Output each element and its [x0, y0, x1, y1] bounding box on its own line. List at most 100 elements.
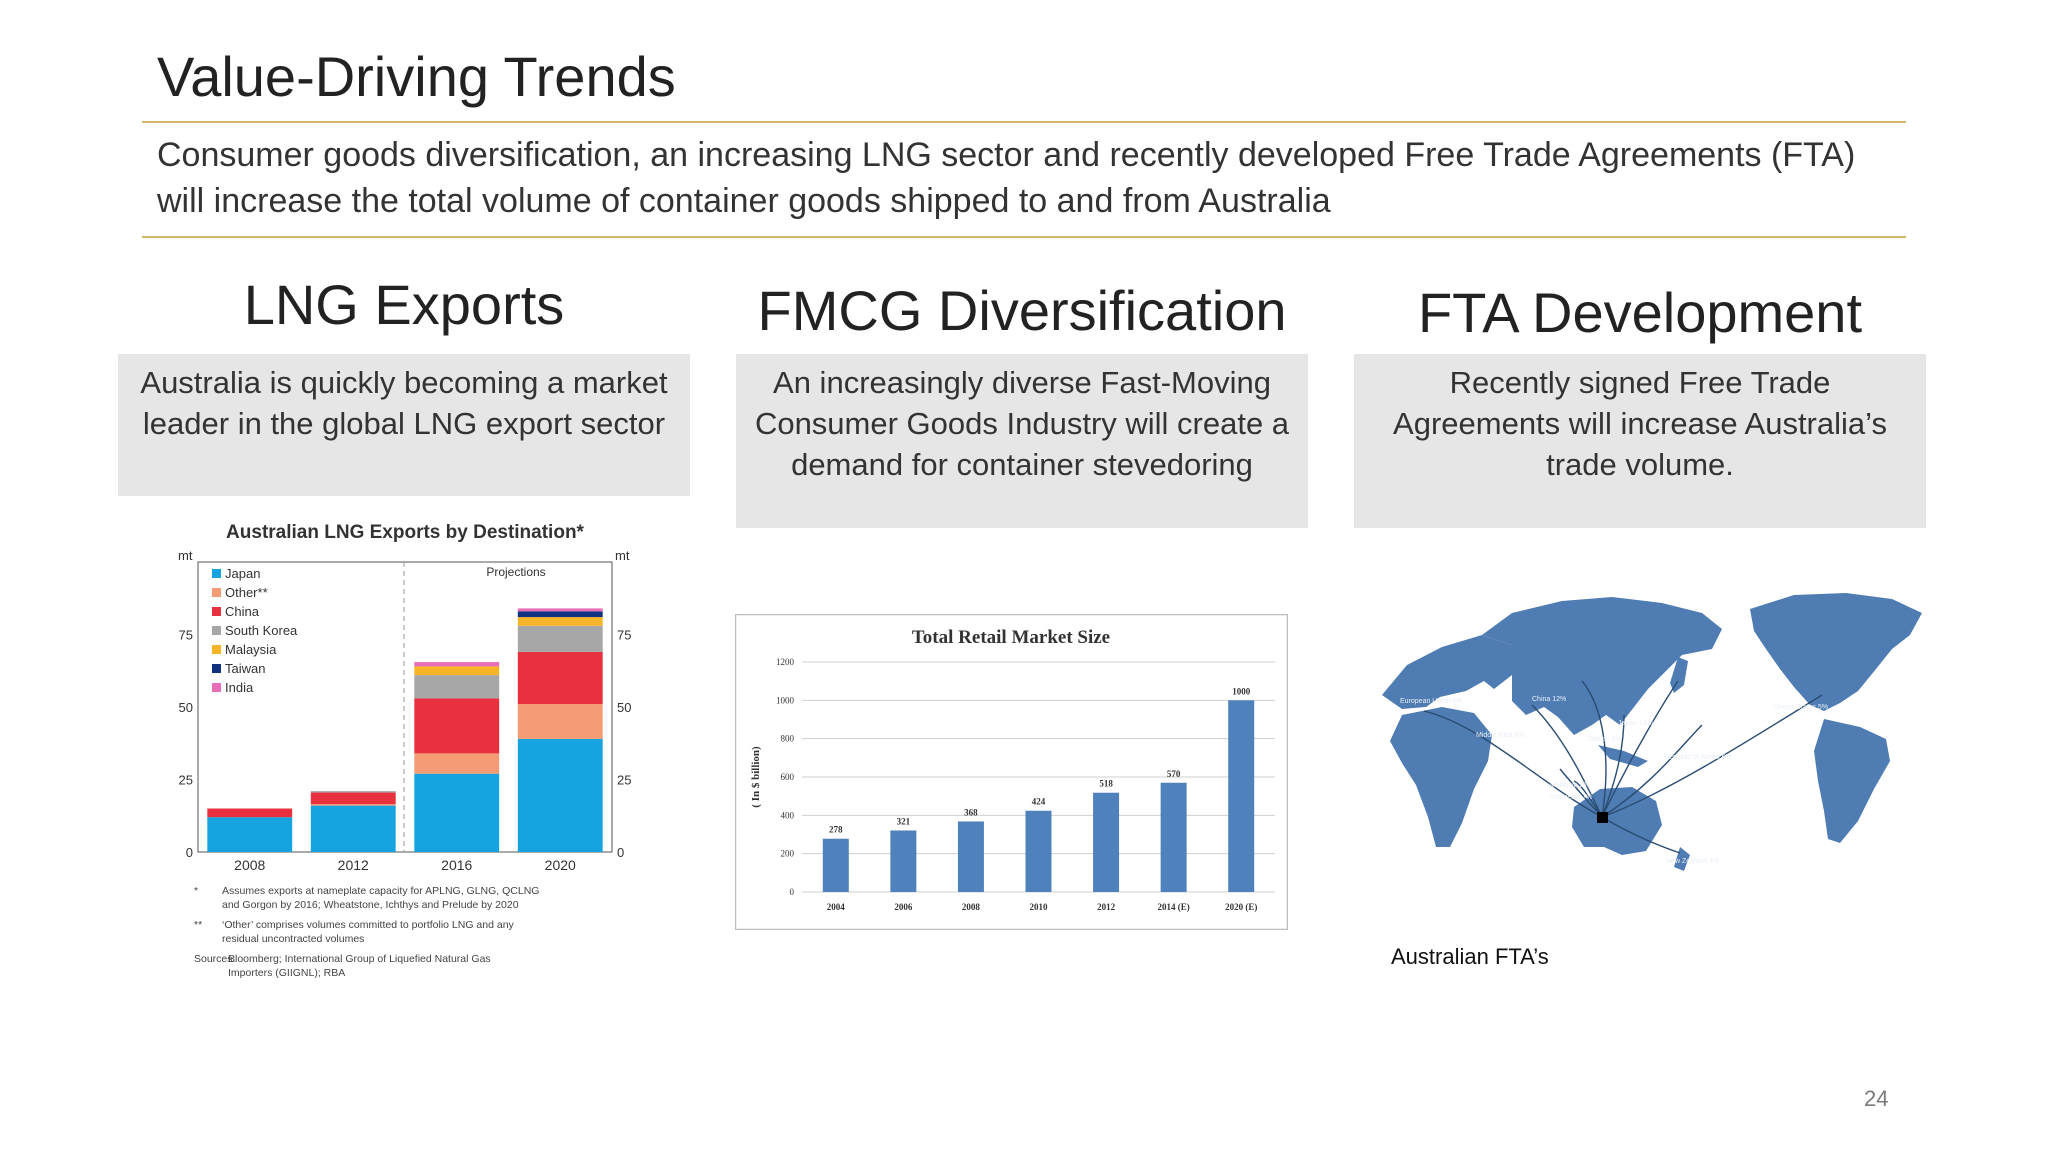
retail-chart-title: Total Retail Market Size [912, 627, 1110, 648]
lng-bar-segment [310, 805, 396, 852]
retail-market-chart-svg: Total Retail Market Size 0 200 400 600 800 100… [734, 613, 1289, 931]
lng-bar-segment [517, 608, 603, 612]
map-label: Indonesia 7% [1550, 794, 1592, 801]
lng-y-unit-left: mt [178, 548, 193, 563]
lng-bar-segment [517, 738, 603, 852]
slide-title: Value-Driving Trends [157, 45, 676, 108]
lng-bar-segment [414, 698, 500, 754]
fta-world-map-svg: European Union 6% China 12% United States … [1382, 593, 1922, 871]
lng-bar-segment [310, 791, 396, 793]
lng-legend-label: Taiwan [225, 661, 265, 676]
lng-legend-swatch [212, 588, 221, 597]
retail-bar-value-label: 1000 [1232, 686, 1251, 696]
retail-bar-value-label: 368 [964, 807, 978, 817]
fta-world-map: European Union 6% China 12% United States … [1362, 585, 1932, 895]
map-landmass [1382, 593, 1922, 871]
retail-ytick-label: 1000 [776, 695, 795, 705]
map-label: Japan 14% [1618, 720, 1653, 727]
lng-exports-chart-svg: Australian LNG Exports by Destination* mt… [178, 522, 631, 979]
lng-ytick-left: 75 [179, 628, 193, 643]
page-number: 24 [1864, 1086, 1889, 1111]
fta-heading: FTA Development [1417, 281, 1863, 344]
retail-bar-value-label: 424 [1032, 797, 1046, 807]
lng-legend-swatch [212, 664, 221, 673]
retail-bar [1025, 810, 1052, 892]
map-label: Middle East 6% [1476, 732, 1525, 739]
lng-legend-label: Other** [225, 585, 268, 600]
retail-xtick-label: 2014 (E) [1158, 902, 1190, 912]
retail-xtick-label: 2020 (E) [1225, 902, 1257, 912]
lng-footnote-mark: Sources: [194, 953, 235, 965]
lng-y-unit-right: mt [615, 548, 630, 563]
lng-ytick-right: 25 [617, 773, 631, 788]
retail-ytick-label: 0 [790, 887, 795, 897]
retail-y-axis-label: ( In $ billion) [750, 746, 762, 808]
lng-exports-chart: Australian LNG Exports by Destination* mt… [170, 516, 640, 984]
map-labels: European Union 6% China 12% United States … [1400, 696, 1828, 865]
map-label: Republic of Korea 6% [1664, 754, 1732, 761]
lng-bar-segment [414, 773, 500, 852]
lng-legend-label: China [225, 604, 260, 619]
lng-legend-swatch [212, 569, 221, 578]
trade-route-lines [1423, 680, 1823, 854]
lng-bar-segment [517, 611, 603, 618]
lng-bar-segment [414, 666, 500, 676]
lng-legend-swatch [212, 683, 221, 692]
retail-ytick-label: 600 [781, 772, 795, 782]
lng-legend-label: Japan [225, 566, 260, 581]
lng-footnote-mark: * [194, 885, 198, 897]
retail-ytick-label: 200 [781, 849, 795, 859]
fmcg-description: An increasingly diverse Fast-Moving Cons… [736, 354, 1308, 528]
lng-bar-segment [517, 651, 603, 705]
retail-xtick-label: 2006 [894, 902, 913, 912]
retail-ytick-label: 800 [781, 734, 795, 744]
lng-legend-swatch [212, 626, 221, 635]
lng-legend-label: India [225, 680, 254, 695]
lng-bar-segment [414, 662, 500, 667]
lng-bar-segment [517, 625, 603, 652]
lng-legend-swatch [212, 607, 221, 616]
retail-bar [1160, 782, 1187, 892]
retail-bar [1228, 700, 1255, 892]
retail-xtick-label: 2012 [1097, 902, 1116, 912]
retail-bar [957, 821, 984, 892]
lng-bar-segment [517, 704, 603, 739]
map-caption: Australian FTA’s [1391, 944, 1549, 969]
lng-bar-segment [414, 753, 500, 774]
lng-exports-heading: LNG Exports [243, 273, 565, 336]
retail-xtick-label: 2008 [962, 902, 981, 912]
australia-marker [1597, 812, 1608, 823]
fta-description: Recently signed Free Trade Agreements wi… [1354, 354, 1926, 528]
lng-legend-label: South Korea [225, 623, 298, 638]
lng-bar-segment [207, 808, 293, 818]
lng-legend-swatch [212, 645, 221, 654]
retail-xtick-label: 2010 [1030, 902, 1049, 912]
retail-bar [890, 830, 917, 892]
retail-ytick-label: 400 [781, 810, 795, 820]
slide-subtitle: Consumer goods diversification, an incre… [157, 136, 1856, 220]
lng-footnote-text: ‘Other’ comprises volumes committed to p… [222, 919, 515, 945]
lng-xtick-label: 2012 [338, 857, 369, 873]
retail-bar-value-label: 518 [1099, 779, 1113, 789]
retail-xtick-label: 2004 [827, 902, 846, 912]
lng-footnote-mark: ** [194, 919, 202, 931]
lng-ytick-left: 25 [179, 773, 193, 788]
lng-xtick-label: 2016 [441, 857, 472, 873]
retail-bar-value-label: 321 [897, 816, 911, 826]
lng-bar-segment [414, 675, 500, 699]
map-label: European Union 6% [1400, 698, 1463, 705]
lng-legend-label: Malaysia [225, 642, 277, 657]
lng-bar-segment [310, 792, 396, 805]
lng-ytick-right: 0 [617, 845, 624, 860]
lng-footnote-text: Assumes exports at nameplate capacity fo… [222, 885, 539, 911]
map-label: New Zealand 4% [1666, 858, 1719, 865]
lng-plot-frame [197, 561, 613, 853]
map-label: United States 5% [1774, 704, 1828, 711]
lng-bar-segment [207, 817, 293, 852]
map-label: Taiwan 2% [1588, 736, 1622, 743]
retail-bar [1093, 792, 1120, 892]
lng-bar-segment [310, 804, 396, 806]
lng-xtick-label: 2020 [545, 857, 576, 873]
lng-footnote-text: Bloomberg; International Group of Liquef… [228, 953, 491, 979]
title-divider-top [142, 121, 1906, 123]
